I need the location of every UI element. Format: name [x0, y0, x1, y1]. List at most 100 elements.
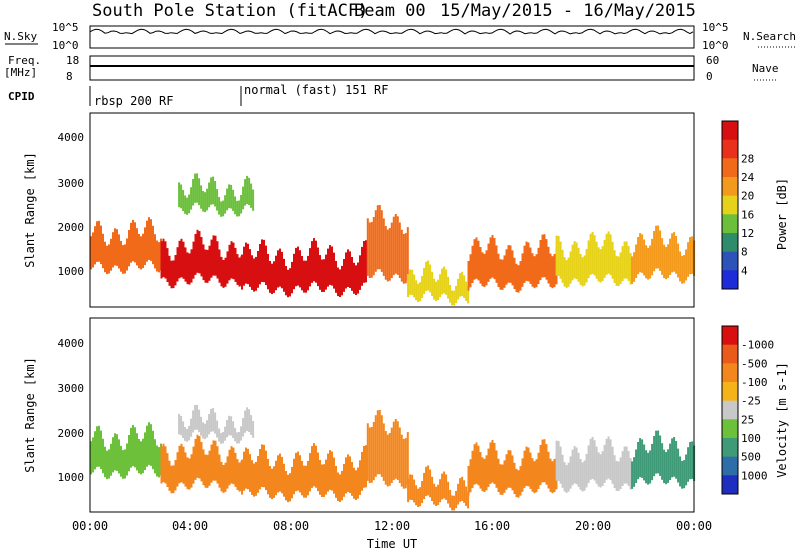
nsky-tick-high: 10^5 — [52, 21, 79, 34]
heatmap-cell — [307, 255, 309, 291]
heatmap-cell — [118, 234, 120, 269]
nsky-label: N.Sky — [4, 30, 37, 43]
heatmap-cell — [148, 422, 150, 465]
heatmap-cell — [631, 256, 634, 284]
velocity-ytick-1000: 1000 — [58, 471, 85, 484]
heatmap-cell — [126, 443, 128, 476]
heatmap-cell — [507, 245, 510, 283]
heatmap-cell — [236, 254, 239, 285]
heatmap-cell — [605, 233, 608, 275]
heatmap-cell — [240, 426, 243, 441]
heatmap-cell — [246, 175, 249, 204]
heatmap-cell — [202, 449, 205, 486]
heatmap-cell — [180, 238, 183, 278]
heatmap-cell — [178, 413, 181, 435]
heatmap-cell — [467, 466, 470, 496]
heatmap-cell — [204, 454, 207, 488]
velocity-colorbar-label: Velocity [m s-1] — [775, 362, 789, 478]
heatmap-cell — [511, 250, 514, 286]
heatmap-cell — [599, 454, 602, 488]
heatmap-cell — [455, 285, 458, 304]
heatmap-cell — [611, 446, 614, 484]
heatmap-cell — [499, 259, 502, 290]
heatmap-cell — [238, 462, 241, 492]
heatmap-cell — [176, 247, 179, 282]
heatmap-cell — [579, 459, 582, 490]
heatmap-cell — [136, 433, 138, 471]
nsky-strip — [89, 25, 695, 49]
heatmap-cell — [136, 228, 138, 266]
heatmap-cell — [404, 233, 407, 284]
heatmap-cell — [545, 239, 548, 280]
heatmap-cell — [293, 253, 295, 290]
heatmap-cell — [557, 441, 560, 481]
heatmap-cell — [515, 468, 518, 497]
heatmap-cell — [643, 239, 646, 276]
heatmap-cell — [188, 458, 191, 490]
heatmap-cell — [269, 261, 271, 293]
heatmap-cell — [309, 453, 311, 492]
heatmap-cell — [447, 276, 450, 299]
heatmap-cell — [222, 432, 225, 444]
heatmap-cell — [234, 452, 237, 487]
heatmap-cell — [200, 442, 203, 482]
heatmap-cell — [521, 458, 524, 492]
freq-strip — [89, 55, 695, 81]
heatmap-cell — [497, 253, 500, 287]
heatmap-cell — [382, 423, 385, 481]
heatmap-cell — [617, 256, 620, 287]
heatmap-cell — [92, 437, 94, 473]
nsearch-tick-high: 10^5 — [702, 21, 729, 34]
heatmap-cell — [609, 439, 612, 481]
heatmap-cell — [447, 481, 450, 504]
heatmap-cell — [220, 256, 223, 287]
heatmap-cell — [611, 241, 614, 279]
heatmap-cell — [311, 241, 313, 283]
heatmap-cell — [249, 454, 251, 492]
heatmap-cell — [164, 241, 167, 279]
heatmap-cell — [243, 246, 245, 286]
heatmap-cell — [527, 242, 530, 282]
power-ytick-3000: 3000 — [58, 177, 85, 190]
heatmap-cell — [413, 274, 416, 298]
heatmap-cell — [277, 455, 279, 493]
heatmap-cell — [104, 446, 106, 478]
heatmap-cell — [643, 444, 646, 481]
heatmap-cell — [565, 465, 568, 493]
heatmap-cell — [251, 255, 253, 290]
heatmap-cell — [543, 234, 546, 278]
heatmap-cell — [575, 447, 578, 485]
heatmap-cell — [96, 221, 98, 262]
velocity-colorbar: 1000 500 100 25 -25 -100 -500 -1000 — [721, 325, 774, 495]
heatmap-cell — [232, 242, 235, 280]
heatmap-cell — [567, 462, 570, 492]
heatmap-cell — [392, 421, 395, 481]
velocity-marks — [90, 404, 696, 511]
heatmap-cell — [200, 185, 203, 209]
heatmap-cell — [374, 210, 377, 272]
heatmap-cell — [305, 260, 307, 293]
heatmap-cell — [417, 283, 420, 302]
heatmap-cell — [196, 434, 199, 478]
heatmap-cell — [627, 451, 630, 486]
heatmap-cell — [275, 255, 277, 291]
heatmap-cell — [315, 445, 317, 488]
heatmap-cell — [513, 462, 516, 494]
heatmap-cell — [677, 243, 680, 278]
heatmap-cell — [265, 245, 267, 286]
heatmap-cell — [319, 255, 321, 290]
heatmap-cell — [232, 189, 235, 211]
colorbar-swatch — [722, 456, 738, 476]
heatmap-cell — [505, 249, 508, 285]
heatmap-cell — [539, 240, 542, 281]
heatmap-cell — [293, 458, 295, 495]
heatmap-cell — [501, 464, 504, 495]
heatmap-cell — [281, 251, 283, 289]
nsky-tick-low: 10^0 — [52, 39, 79, 52]
heatmap-cell — [613, 250, 616, 283]
heatmap-cell — [563, 462, 566, 492]
heatmap-cell — [473, 444, 476, 485]
heatmap-cell — [114, 228, 116, 266]
heatmap-cell — [437, 484, 440, 505]
heatmap-cell — [232, 447, 235, 485]
